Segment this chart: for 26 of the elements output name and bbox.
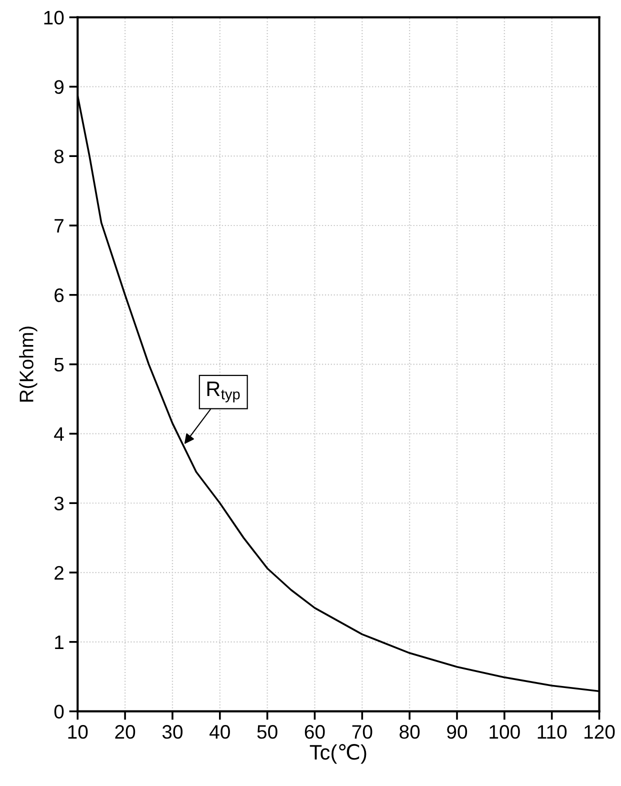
y-tick-label: 6 <box>54 288 64 302</box>
y-tick-label: 4 <box>54 427 64 441</box>
y-tick-label: 1 <box>55 636 64 649</box>
y-tick-label: 9 <box>54 80 64 94</box>
y-tick-label: 2 <box>54 566 64 580</box>
x-tick-label: 30 <box>162 725 183 739</box>
x-tick-label: 100 <box>490 725 520 739</box>
x-tick-label: 110 <box>538 725 567 739</box>
y-tick-label: 3 <box>54 496 64 510</box>
x-tick-label: 60 <box>304 725 325 739</box>
x-tick-label: 120 <box>584 725 615 739</box>
x-tick-label: 10 <box>68 725 88 739</box>
x-tick-label: 40 <box>210 725 230 739</box>
annotation: R$_{typ}$ <box>207 382 240 402</box>
x-tick-label: 20 <box>115 725 136 739</box>
y-axis-title: R(Kohm) <box>19 326 38 402</box>
y-tick-label: 10 <box>44 10 64 25</box>
y-tick-label: 7 <box>54 219 64 233</box>
y-tick-label: 8 <box>54 150 64 164</box>
x-tick-label: 80 <box>400 725 420 739</box>
x-tick-label: 90 <box>447 725 468 739</box>
y-tick-label: 5 <box>54 358 64 372</box>
x-tick-label: 70 <box>352 725 372 739</box>
y-tick-label: 0 <box>54 704 64 719</box>
x-tick-label: 50 <box>257 725 278 739</box>
x-axis-title: Tc(℃) <box>310 744 366 764</box>
